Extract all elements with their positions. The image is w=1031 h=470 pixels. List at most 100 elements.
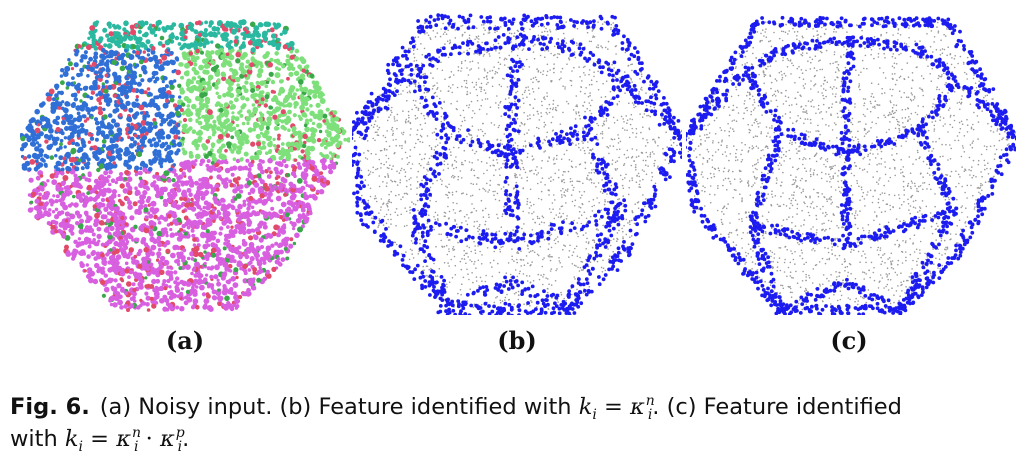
noisy-point <box>179 227 184 232</box>
surface-point <box>584 110 586 113</box>
surface-point <box>434 36 437 38</box>
noisy-point <box>185 43 192 50</box>
surface-point <box>622 236 624 238</box>
noisy-point <box>255 64 259 69</box>
surface-point <box>494 169 497 171</box>
noisy-point <box>197 219 203 226</box>
surface-point <box>510 32 513 35</box>
noisy-point <box>176 123 181 127</box>
noisy-point <box>145 39 151 45</box>
surface-point <box>428 268 430 271</box>
noisy-point <box>139 194 146 201</box>
noisy-point <box>236 94 240 98</box>
noisy-point <box>241 166 246 171</box>
surface-point <box>575 42 578 44</box>
noisy-point <box>150 49 156 55</box>
noisy-point <box>117 193 121 198</box>
noisy-point <box>29 159 36 165</box>
noisy-point <box>178 266 183 271</box>
noisy-point <box>247 171 252 176</box>
noisy-point <box>198 129 202 133</box>
noisy-point <box>201 280 206 284</box>
noisy-point <box>285 256 290 261</box>
noisy-point <box>88 216 93 221</box>
surface-point <box>538 223 541 226</box>
noisy-point <box>224 210 230 216</box>
surface-point <box>488 30 490 32</box>
noisy-point <box>60 68 65 73</box>
noisy-point <box>247 261 252 266</box>
noisy-point <box>236 88 242 95</box>
surface-point <box>585 241 588 243</box>
noisy-point <box>293 105 297 109</box>
noisy-point <box>145 186 151 191</box>
noisy-point <box>162 294 168 300</box>
noisy-point <box>244 167 249 171</box>
noisy-point <box>107 98 113 104</box>
noisy-point <box>101 139 107 144</box>
noisy-point <box>173 172 178 177</box>
noisy-point <box>290 141 296 147</box>
surface-point <box>486 162 488 164</box>
surface-point <box>541 265 544 268</box>
noisy-point <box>267 233 274 239</box>
noisy-point <box>158 286 164 291</box>
surface-point <box>436 95 438 98</box>
surface-point <box>403 225 406 227</box>
noisy-point <box>27 167 32 172</box>
noisy-point <box>280 119 285 124</box>
surface-point <box>404 207 406 209</box>
surface-point <box>470 195 472 197</box>
noisy-point <box>182 152 186 156</box>
noisy-point <box>46 135 52 140</box>
noisy-point <box>217 94 222 100</box>
noisy-point <box>194 86 199 92</box>
noisy-point <box>71 141 75 146</box>
noisy-point <box>225 91 232 97</box>
noisy-point <box>140 162 144 167</box>
noisy-point <box>207 86 212 91</box>
noisy-point <box>216 174 222 180</box>
noisy-point <box>85 263 90 267</box>
noisy-point <box>253 123 259 129</box>
noisy-point <box>269 57 274 62</box>
surface-point <box>460 268 463 271</box>
surface-point <box>581 194 583 197</box>
noisy-point <box>290 85 296 91</box>
noisy-point <box>49 173 56 179</box>
noisy-point <box>192 237 197 243</box>
surface-point <box>503 78 505 80</box>
surface-point <box>612 116 615 119</box>
surface-point <box>596 133 598 136</box>
noisy-point <box>273 212 279 218</box>
surface-point <box>550 284 553 286</box>
noisy-point <box>194 159 198 163</box>
noisy-point <box>203 210 209 217</box>
surface-point <box>454 37 457 39</box>
noisy-point <box>233 267 239 273</box>
noisy-point <box>249 256 255 262</box>
noisy-point <box>144 131 149 136</box>
surface-point <box>578 210 581 213</box>
noisy-point <box>224 149 228 153</box>
noisy-point <box>265 135 272 142</box>
noisy-point <box>229 67 234 72</box>
noisy-point <box>293 56 300 62</box>
surface-point <box>436 32 439 34</box>
noisy-point <box>113 143 119 149</box>
noisy-point <box>201 80 207 86</box>
noisy-point <box>222 93 227 98</box>
noisy-point <box>117 220 122 225</box>
noisy-point <box>292 113 297 118</box>
surface-point <box>435 245 437 248</box>
noisy-point <box>159 214 164 219</box>
noisy-point <box>35 141 39 145</box>
surface-point <box>388 198 390 201</box>
noisy-point <box>152 150 157 155</box>
surface-point <box>489 106 492 108</box>
noisy-point <box>203 200 209 206</box>
noisy-point <box>175 244 179 249</box>
noisy-point <box>341 131 346 136</box>
noisy-point <box>107 113 113 118</box>
surface-point <box>548 189 550 192</box>
